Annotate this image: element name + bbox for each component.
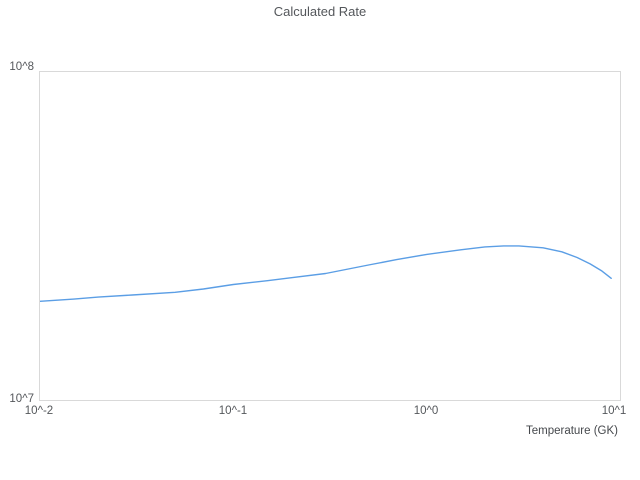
- x-axis-tick-1e-2: 10^-2: [24, 405, 54, 417]
- x-axis-tick-1e0: 10^0: [413, 405, 439, 417]
- y-axis-tick-1e7: 10^7: [9, 393, 34, 405]
- rate-line-series: [40, 245, 612, 303]
- plot-area: [39, 71, 621, 401]
- x-axis-title: Temperature (GK): [525, 425, 618, 437]
- x-axis-tick-1e1: 10^1: [601, 405, 627, 417]
- x-axis-tick-1e-1: 10^-1: [218, 405, 248, 417]
- y-axis-tick-1e8: 10^8: [9, 61, 34, 73]
- chart-title: Calculated Rate: [273, 4, 367, 19]
- rate-line-chart: [40, 245, 612, 303]
